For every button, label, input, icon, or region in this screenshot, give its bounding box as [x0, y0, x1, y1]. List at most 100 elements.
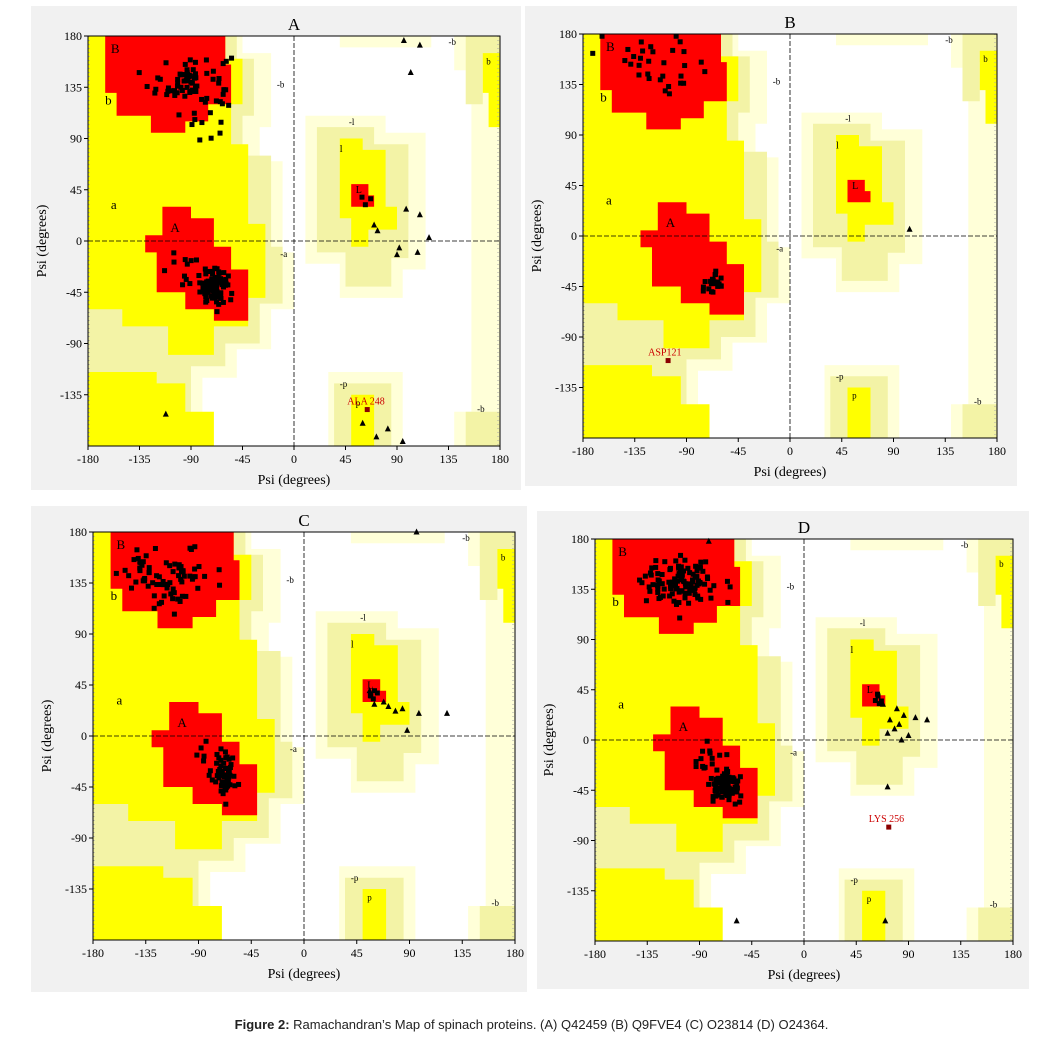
- glycine-point: [882, 917, 889, 924]
- y-tick-label: -45: [71, 780, 87, 794]
- x-tick-label: 45: [850, 947, 862, 961]
- glycine-point: [896, 720, 903, 727]
- residue-point: [225, 768, 231, 774]
- residue-point: [679, 588, 685, 594]
- residue-point: [221, 774, 227, 780]
- y-tick-label: 90: [75, 627, 87, 641]
- residue-point: [718, 275, 724, 281]
- residue-point: [219, 779, 225, 785]
- glycine-point: [385, 703, 392, 710]
- x-tick-label: 135: [952, 947, 970, 961]
- region-label-7: -a: [790, 748, 797, 758]
- residue-point: [676, 563, 682, 569]
- residue-point: [192, 117, 198, 123]
- residue-point: [181, 72, 187, 78]
- allowed-region-1: [595, 868, 723, 941]
- residue-point: [177, 598, 183, 604]
- residue-point: [160, 582, 166, 588]
- residue-point: [232, 783, 238, 789]
- residue-point: [187, 281, 193, 287]
- residue-point: [168, 88, 174, 94]
- residue-point: [655, 577, 661, 583]
- residue-point: [187, 73, 193, 79]
- y-tick-label: -90: [573, 834, 589, 848]
- y-tick-label: -45: [573, 783, 589, 797]
- region-label-9: -p: [850, 875, 858, 885]
- residue-point: [681, 49, 687, 55]
- x-tick-label: -90: [191, 946, 207, 960]
- region-label-right-b: b: [501, 552, 506, 562]
- x-tick-label: 0: [787, 444, 793, 458]
- residue-point: [674, 578, 680, 584]
- residue-point: [188, 258, 194, 264]
- residue-point: [700, 284, 706, 290]
- residue-point: [170, 586, 176, 592]
- residue-point: [214, 289, 220, 295]
- residue-point: [151, 605, 157, 611]
- residue-point: [217, 582, 223, 588]
- residue-point: [167, 580, 173, 586]
- residue-point: [700, 568, 706, 574]
- residue-point: [177, 71, 183, 77]
- region-label-top-right: -b: [449, 37, 457, 47]
- residue-point: [374, 690, 380, 696]
- residue-point: [164, 92, 170, 98]
- residue-point: [639, 580, 645, 586]
- residue-point: [222, 784, 228, 790]
- allowed-region-1: [88, 372, 214, 446]
- x-tick-label: 45: [836, 444, 848, 458]
- residue-point: [192, 544, 198, 550]
- residue-point: [706, 286, 712, 292]
- caption-label: Figure 2:: [234, 1017, 290, 1032]
- residue-point: [170, 569, 176, 575]
- residue-point: [223, 277, 229, 283]
- residue-point: [226, 756, 232, 762]
- region-label-3: a: [111, 197, 117, 212]
- region-label-2: A: [170, 220, 180, 235]
- residue-point: [217, 766, 223, 772]
- residue-point: [195, 585, 201, 591]
- residue-point: [700, 288, 706, 294]
- residue-point: [653, 558, 659, 564]
- residue-point: [670, 47, 676, 53]
- residue-point: [701, 765, 707, 771]
- residue-point: [216, 269, 222, 275]
- glycine-point: [444, 709, 451, 716]
- residue-point: [724, 775, 730, 781]
- residue-point: [218, 772, 224, 778]
- glycine-point: [413, 528, 420, 535]
- residue-point: [199, 96, 205, 102]
- residue-point: [216, 755, 222, 761]
- residue-point: [878, 698, 884, 704]
- residue-point: [688, 582, 694, 588]
- region-label-5: l: [850, 645, 853, 656]
- residue-point: [713, 780, 719, 786]
- residue-point: [643, 598, 649, 604]
- region-label-7: -a: [290, 744, 297, 754]
- residue-point: [650, 49, 656, 55]
- residue-point: [685, 581, 691, 587]
- residue-point: [184, 67, 190, 73]
- glycine-point: [415, 709, 422, 716]
- y-tick-label: 180: [571, 532, 589, 546]
- residue-point: [223, 58, 229, 64]
- y-tick-label: -90: [561, 330, 577, 344]
- residue-point: [368, 196, 374, 202]
- region-label-4: L: [367, 680, 373, 691]
- residue-point: [176, 573, 182, 579]
- generous-region-4: [465, 411, 500, 446]
- residue-point: [646, 584, 652, 590]
- residue-point: [876, 701, 882, 707]
- residue-point: [720, 776, 726, 782]
- residue-point: [183, 77, 189, 83]
- residue-point: [666, 91, 672, 97]
- figure-caption: Figure 2: Ramachandran’s Map of spinach …: [0, 1017, 1063, 1032]
- region-label-11: -b: [492, 898, 500, 908]
- residue-point: [182, 257, 188, 263]
- x-tick-label: 0: [301, 946, 307, 960]
- residue-point: [645, 71, 651, 77]
- residue-point: [723, 791, 729, 797]
- y-tick-label: -45: [561, 280, 577, 294]
- core-region-0: [105, 36, 232, 133]
- residue-point: [657, 77, 663, 83]
